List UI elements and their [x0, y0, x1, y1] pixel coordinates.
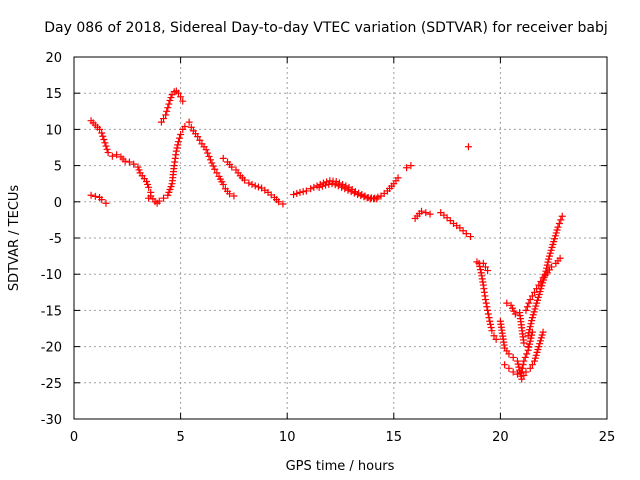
x-axis-label: GPS time / hours — [286, 459, 395, 474]
y-tick-label: -15 — [41, 304, 62, 319]
x-tick-label: 15 — [386, 430, 403, 445]
series-track-6 — [219, 154, 287, 208]
grid-lines — [74, 57, 607, 419]
y-tick-label: 15 — [45, 87, 62, 102]
y-tick-label: -5 — [49, 232, 62, 247]
series-track-14 — [479, 259, 492, 275]
y-tick-label: 20 — [45, 51, 62, 66]
series-track-3 — [145, 123, 189, 207]
y-tick-label: -10 — [41, 268, 62, 283]
series-track-11 — [437, 209, 475, 241]
x-tick-label: 0 — [70, 430, 78, 445]
series-track-19 — [524, 212, 566, 340]
y-axis-label: SDTVAR / TECUs — [7, 185, 22, 292]
y-tick-label: -20 — [41, 341, 62, 356]
series-track-5 — [185, 118, 238, 200]
x-tick-label: 25 — [599, 430, 616, 445]
series-track-7 — [290, 174, 402, 202]
data-points — [87, 87, 566, 383]
x-tick-label: 10 — [279, 430, 296, 445]
x-tick-labels: 0 5 10 15 20 25 — [70, 430, 615, 445]
x-tick-label: 20 — [492, 430, 509, 445]
y-tick-labels: 20 15 10 5 0 -5 -10 -15 -20 -25 -30 — [41, 51, 62, 428]
series-track-12 — [464, 143, 472, 151]
series-track-4 — [157, 87, 187, 126]
series-track-16 — [501, 328, 536, 378]
series-track-2 — [87, 191, 110, 207]
series-track-1 — [87, 117, 155, 196]
series-track-9 — [403, 162, 415, 172]
y-tick-label: -25 — [41, 377, 62, 392]
series-track-17 — [503, 299, 532, 351]
chart-title: Day 086 of 2018, Sidereal Day-to-day VTE… — [44, 20, 607, 36]
y-tick-label: 10 — [45, 123, 62, 138]
x-tick-label: 5 — [176, 430, 184, 445]
series-track-15 — [496, 317, 547, 383]
series-track-10 — [411, 207, 434, 222]
y-tick-label: 0 — [54, 196, 62, 211]
y-tick-label: 5 — [54, 160, 62, 175]
y-tick-label: -30 — [41, 413, 62, 428]
plot-frame — [73, 56, 608, 420]
series-track-8 — [315, 180, 381, 203]
